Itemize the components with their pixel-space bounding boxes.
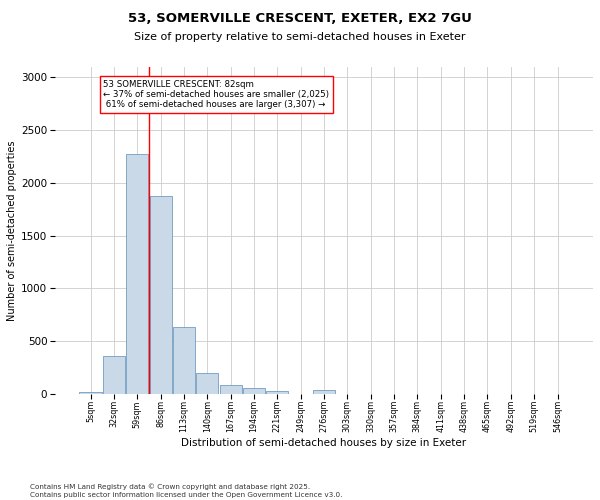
Text: 53, SOMERVILLE CRESCENT, EXETER, EX2 7GU: 53, SOMERVILLE CRESCENT, EXETER, EX2 7GU <box>128 12 472 26</box>
Y-axis label: Number of semi-detached properties: Number of semi-detached properties <box>7 140 17 320</box>
Bar <box>173 328 195 394</box>
Text: Contains HM Land Registry data © Crown copyright and database right 2025.
Contai: Contains HM Land Registry data © Crown c… <box>30 484 343 498</box>
Text: 53 SOMERVILLE CRESCENT: 82sqm
← 37% of semi-detached houses are smaller (2,025)
: 53 SOMERVILLE CRESCENT: 82sqm ← 37% of s… <box>103 80 329 110</box>
Bar <box>220 385 242 394</box>
Bar <box>149 196 172 394</box>
Bar <box>196 373 218 394</box>
Bar <box>103 356 125 394</box>
Bar <box>126 154 148 394</box>
X-axis label: Distribution of semi-detached houses by size in Exeter: Distribution of semi-detached houses by … <box>181 438 467 448</box>
Bar <box>243 388 265 394</box>
Bar <box>266 390 289 394</box>
Text: Size of property relative to semi-detached houses in Exeter: Size of property relative to semi-detach… <box>134 32 466 42</box>
Bar <box>313 390 335 394</box>
Bar <box>79 392 101 394</box>
